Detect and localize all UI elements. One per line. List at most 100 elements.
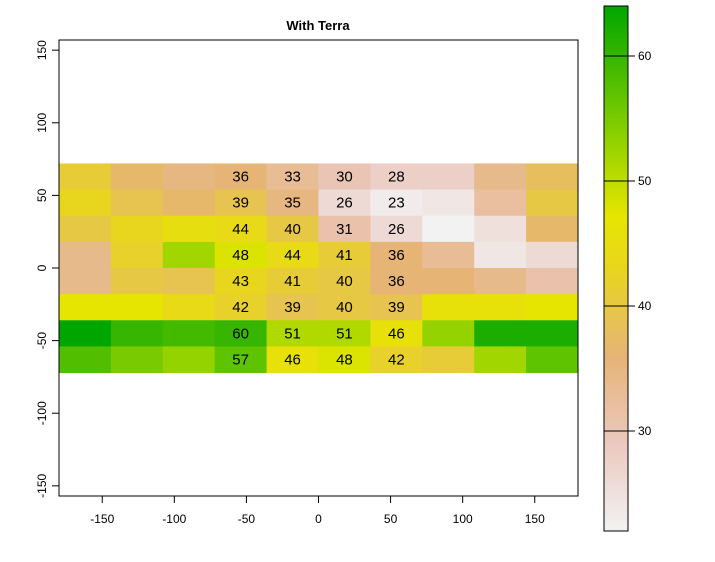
raster-cell [110,320,164,347]
cell-value-label: 26 [388,221,405,238]
raster-cell [214,241,268,269]
x-tick-label: -100 [162,512,186,526]
raster-cell [59,241,112,269]
cell-value-label: 48 [232,247,249,264]
cell-value-label: 48 [336,351,353,368]
raster-cell [214,346,268,374]
cell-value-label: 33 [284,169,301,186]
raster-cell [370,215,423,243]
raster-cell [162,163,216,191]
raster-cell [162,320,216,347]
cell-value-label: 43 [232,273,249,290]
raster-cell [474,163,527,191]
raster-cell [526,189,579,217]
raster-cell [59,189,112,217]
raster-cell [110,163,164,191]
cell-value-label: 41 [284,273,301,290]
raster-cell [318,189,371,217]
x-tick-label: -150 [90,512,114,526]
raster-cell [526,241,579,269]
raster-cell [59,346,112,374]
y-tick-label: 100 [35,112,49,132]
raster-cell [474,320,527,347]
raster-cell [266,189,319,217]
cell-value-label: 57 [232,351,249,368]
cell-value-label: 36 [232,169,249,186]
raster-cell [266,163,319,191]
raster-cell [318,163,371,191]
cell-value-label: 44 [232,221,249,238]
raster-cell [526,268,579,295]
cell-value-label: 31 [336,221,353,238]
x-axis: -150 -100 -50 0 50 100 150 [90,495,545,526]
cell-labels: 36 33 30 28 39 35 26 23 44 40 31 26 48 44 41 36 43 41 40 36… [232,169,404,369]
raster-cell [370,189,423,217]
raster-cell [59,268,112,295]
raster-cell [266,241,319,269]
raster-cell [318,294,371,321]
cell-value-label: 44 [284,247,301,264]
raster-cell [59,215,112,243]
raster-cell [526,215,579,243]
raster-cell [318,346,371,374]
raster-cell [370,320,423,347]
cell-value-label: 26 [336,195,353,212]
cell-value-label: 40 [284,221,301,238]
x-tick-label: 50 [384,512,398,526]
cell-value-label: 39 [232,195,249,212]
raster-cell [318,320,371,347]
raster-cell [162,268,216,295]
raster-cell [214,189,268,217]
raster-cell [214,320,268,347]
cell-value-label: 39 [284,299,301,316]
raster-cell [422,189,475,217]
raster-cell [110,346,164,374]
raster-cell [214,268,268,295]
raster-cell [162,215,216,243]
raster-layer [59,163,579,374]
cell-value-label: 36 [388,247,405,264]
raster-cell [474,294,527,321]
raster-cell [318,215,371,243]
cell-value-label: 36 [388,273,405,290]
raster-cell [370,294,423,321]
x-tick-label: 150 [525,512,545,526]
chart-title: With Terra [286,18,350,33]
legend-tick-label: 60 [638,49,652,63]
cell-value-label: 39 [388,299,405,316]
raster-cell [526,163,579,191]
raster-cell [214,294,268,321]
cell-value-label: 30 [336,169,353,186]
y-tick-label: -50 [35,332,49,350]
cell-value-label: 28 [388,169,405,186]
raster-cell [266,294,319,321]
y-tick-label: -100 [35,401,49,425]
raster-cell [266,215,319,243]
raster-cell [474,241,527,269]
raster-cell [422,320,475,347]
raster-cell [59,294,112,321]
raster-cell [110,215,164,243]
cell-value-label: 41 [336,247,353,264]
cell-value-label: 51 [284,325,301,342]
raster-cell [266,268,319,295]
raster-cell [318,241,371,269]
cell-value-label: 51 [336,325,353,342]
raster-cell [422,215,475,243]
raster-cell [474,346,527,374]
y-tick-label: 50 [35,188,49,202]
raster-cell [370,163,423,191]
legend-tick-label: 30 [638,424,652,438]
raster-cell [110,241,164,269]
raster-cell [266,346,319,374]
legend-tick-label: 40 [638,299,652,313]
raster-cell [526,320,579,347]
raster-cell [59,163,112,191]
legend-color-bar [603,5,629,532]
raster-cell [110,268,164,295]
raster-cell [422,163,475,191]
y-tick-label: 0 [35,264,49,271]
y-axis: -150 -100 -50 0 50 100 150 [35,40,60,498]
cell-value-label: 40 [336,299,353,316]
raster-cell [370,346,423,374]
